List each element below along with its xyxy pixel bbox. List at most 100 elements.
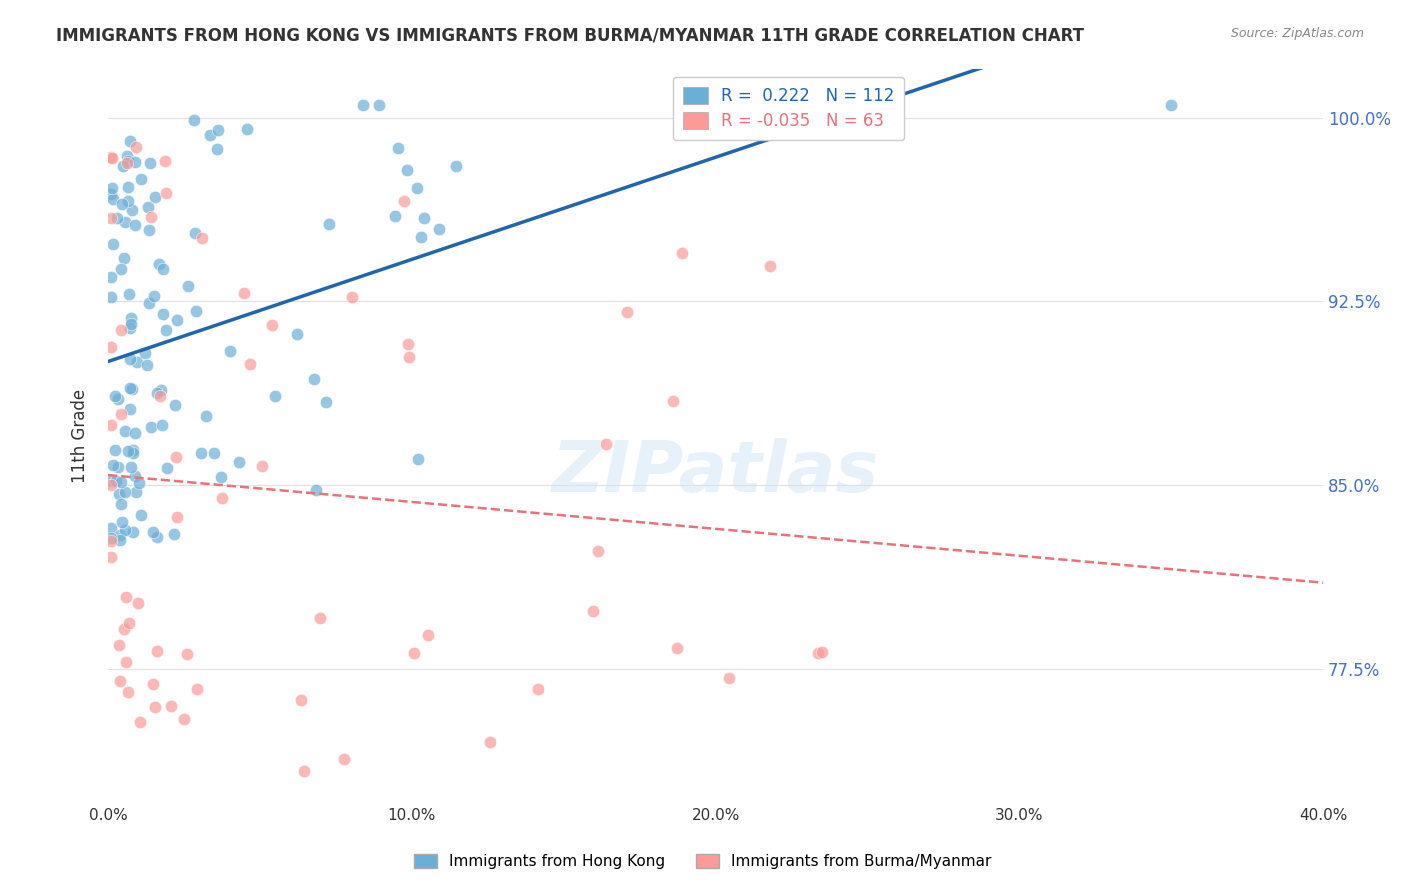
Point: [209, 470, 232, 484]
Point: [183, 112, 205, 127]
Point: [146, 530, 169, 544]
Point: [176, 279, 198, 293]
Y-axis label: 11th Grade: 11th Grade: [72, 389, 89, 483]
Point: [125, 354, 148, 368]
Point: [406, 181, 429, 195]
Point: [100, 150, 122, 164]
Point: [121, 382, 143, 396]
Point: [662, 394, 685, 409]
Point: [232, 285, 254, 300]
Point: [163, 527, 186, 541]
Point: [114, 523, 136, 537]
Point: [141, 420, 163, 434]
Point: [117, 154, 139, 169]
Point: [368, 98, 391, 112]
Point: [136, 359, 159, 373]
Point: [110, 674, 132, 689]
Point: [228, 455, 250, 469]
Point: [108, 533, 131, 547]
Point: [155, 323, 177, 337]
Point: [110, 498, 132, 512]
Point: [103, 192, 125, 206]
Point: [236, 122, 259, 136]
Point: [138, 223, 160, 237]
Point: [292, 764, 315, 778]
Point: [124, 218, 146, 232]
Point: [117, 443, 139, 458]
Point: [387, 141, 409, 155]
Point: [305, 483, 328, 497]
Point: [479, 735, 502, 749]
Point: [412, 211, 434, 226]
Point: [149, 388, 172, 402]
Point: [718, 671, 741, 685]
Point: [150, 417, 173, 432]
Point: [309, 611, 332, 625]
Point: [152, 307, 174, 321]
Point: [394, 194, 416, 209]
Point: [118, 287, 141, 301]
Point: [127, 596, 149, 610]
Point: [156, 461, 179, 475]
Point: [120, 310, 142, 325]
Point: [190, 446, 212, 460]
Point: [139, 211, 162, 225]
Point: [285, 326, 308, 341]
Point: [396, 162, 419, 177]
Point: [100, 340, 122, 354]
Point: [811, 645, 834, 659]
Point: [165, 450, 187, 465]
Point: [100, 477, 122, 491]
Point: [586, 543, 609, 558]
Point: [100, 474, 122, 488]
Point: [165, 398, 187, 412]
Legend: R =  0.222   N = 112, R = -0.035   N = 63: R = 0.222 N = 112, R = -0.035 N = 63: [672, 77, 904, 140]
Point: [191, 231, 214, 245]
Point: [107, 392, 129, 407]
Point: [124, 154, 146, 169]
Point: [100, 417, 122, 432]
Point: [122, 446, 145, 460]
Point: [108, 638, 131, 652]
Point: [118, 321, 141, 335]
Point: [117, 149, 139, 163]
Point: [211, 491, 233, 506]
Point: [100, 187, 122, 202]
Point: [112, 251, 135, 265]
Point: [129, 715, 152, 730]
Point: [100, 290, 122, 304]
Point: [219, 344, 242, 359]
Point: [173, 713, 195, 727]
Point: [118, 352, 141, 367]
Text: ZIPatlas: ZIPatlas: [553, 438, 879, 508]
Point: [111, 196, 134, 211]
Point: [176, 647, 198, 661]
Point: [118, 616, 141, 631]
Text: IMMIGRANTS FROM HONG KONG VS IMMIGRANTS FROM BURMA/MYANMAR 11TH GRADE CORRELATIO: IMMIGRANTS FROM HONG KONG VS IMMIGRANTS …: [56, 27, 1084, 45]
Point: [120, 459, 142, 474]
Point: [112, 623, 135, 637]
Point: [166, 510, 188, 524]
Point: [121, 524, 143, 539]
Point: [582, 603, 605, 617]
Point: [124, 468, 146, 483]
Point: [124, 139, 146, 153]
Point: [131, 172, 153, 186]
Point: [129, 508, 152, 522]
Point: [159, 698, 181, 713]
Point: [138, 296, 160, 310]
Point: [105, 475, 128, 489]
Point: [1160, 98, 1182, 112]
Point: [207, 123, 229, 137]
Point: [146, 386, 169, 401]
Point: [112, 159, 135, 173]
Point: [120, 317, 142, 331]
Point: [194, 409, 217, 424]
Point: [332, 752, 354, 766]
Point: [110, 528, 132, 542]
Point: [384, 209, 406, 223]
Point: [120, 401, 142, 416]
Point: [110, 323, 132, 337]
Point: [100, 269, 122, 284]
Point: [616, 305, 638, 319]
